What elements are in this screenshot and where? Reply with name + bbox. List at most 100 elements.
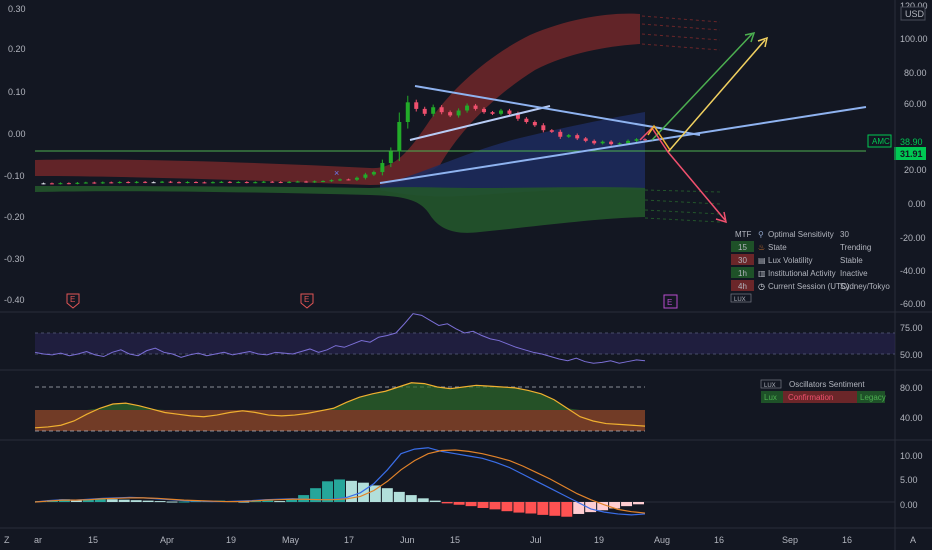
svg-text:0.10: 0.10 [8, 87, 26, 97]
candle-body [236, 182, 241, 184]
projection-arrow-red [639, 126, 726, 221]
candle-body [473, 105, 478, 109]
svg-text:16: 16 [842, 535, 852, 545]
histogram-bar [501, 502, 513, 512]
svg-text:E: E [70, 295, 75, 304]
green-support-band [35, 186, 645, 233]
blue-cloud [380, 112, 645, 197]
svg-text:15: 15 [88, 535, 98, 545]
earnings-marker-2[interactable]: E [300, 293, 314, 309]
macd-histogram [35, 479, 644, 517]
histogram-bar [250, 501, 262, 503]
svg-text:120.00: 120.00 [900, 1, 928, 11]
candle-body [490, 112, 495, 114]
histogram-bar [334, 479, 345, 502]
table-header: MTF [735, 230, 752, 239]
svg-text:100.00: 100.00 [900, 34, 928, 44]
rsi-band [35, 333, 895, 354]
candle-body [227, 181, 232, 183]
histogram-bar [537, 502, 549, 515]
candle-body [439, 107, 444, 113]
svg-text:31.91: 31.91 [900, 149, 923, 159]
candle-body [626, 140, 631, 144]
svg-text:0.00: 0.00 [908, 199, 926, 209]
candle-body [558, 131, 563, 137]
candle-body [75, 182, 80, 184]
histogram-bar [597, 502, 609, 511]
histogram-bar [94, 498, 106, 502]
candle-body [41, 183, 46, 185]
histogram-bar [262, 500, 274, 502]
svg-text:-0.20: -0.20 [4, 212, 25, 222]
svg-text:Lux: Lux [764, 393, 777, 402]
candle-body [380, 163, 385, 173]
rsi-pane[interactable]: 75.00 50.00 [34, 313, 923, 364]
candle-body [583, 138, 588, 141]
clock-icon: ◷ [758, 282, 765, 291]
svg-text:Jul: Jul [530, 535, 542, 545]
candle-body [422, 108, 427, 114]
activity-icon: ▥ [758, 269, 766, 278]
candle-body [575, 135, 580, 139]
histogram-bar [154, 501, 166, 503]
histogram-bar [286, 499, 298, 502]
candle-body [329, 180, 334, 182]
histogram-bar [381, 488, 393, 502]
svg-text:Oscillators Sentiment: Oscillators Sentiment [789, 380, 865, 389]
histogram-bar [429, 500, 441, 502]
histogram-bar [322, 481, 334, 502]
candle-body [609, 141, 614, 145]
corner-label-right: A [910, 535, 916, 545]
earnings-marker-1[interactable]: E [66, 293, 80, 309]
candle-body [92, 182, 97, 184]
candle-body [456, 110, 461, 116]
histogram-bar [489, 502, 501, 510]
svg-text:38.90: 38.90 [900, 137, 923, 147]
earnings-marker-3[interactable]: E [663, 294, 678, 309]
currency-button[interactable] [900, 6, 926, 21]
left-price-axis: 0.30 0.20 0.10 0.00 -0.10 -0.20 -0.30 -0… [4, 4, 26, 305]
histogram-bar [453, 502, 465, 505]
trendline-descending [414, 85, 701, 136]
sentiment-upper-fill [35, 382, 645, 410]
candle-body [66, 183, 71, 185]
right-price-axis[interactable]: 120.00 USD 100.00 80.00 60.00 20.00 0.00… [900, 1, 928, 309]
price-pane[interactable]: × E E E MTF 15 30 1h 4h ⚲ Optimal Sensit… [4, 1, 928, 309]
svg-text:5.00: 5.00 [900, 475, 918, 485]
svg-text:0.20: 0.20 [8, 44, 26, 54]
svg-text:Trending: Trending [840, 243, 871, 252]
histogram-bar [393, 491, 405, 502]
histogram-bar [417, 498, 429, 502]
candle-body [100, 182, 105, 184]
svg-text:17: 17 [344, 535, 354, 545]
macd-pane[interactable]: 10.00 5.00 0.00 [34, 447, 923, 517]
histogram-bar [70, 499, 82, 502]
svg-text:80.00: 80.00 [904, 68, 927, 78]
svg-text:Current Session (UTC): Current Session (UTC) [768, 282, 850, 291]
histogram-bar [573, 502, 585, 514]
candle-body [634, 139, 639, 141]
candle-body [58, 183, 63, 185]
candle-body [515, 113, 520, 119]
svg-text:0.00: 0.00 [900, 500, 918, 510]
histogram-bar [130, 500, 142, 502]
histogram-bar [441, 502, 453, 504]
svg-text:LUX: LUX [734, 297, 746, 303]
candle-body [304, 181, 309, 183]
histogram-bar [525, 502, 537, 514]
candle-body [431, 107, 436, 114]
svg-text:Aug: Aug [654, 535, 670, 545]
svg-text:USD: USD [905, 9, 925, 19]
projection-zigzag [647, 124, 671, 151]
candle-body [321, 181, 326, 183]
svg-text:May: May [282, 535, 300, 545]
histogram-bar [357, 482, 369, 502]
time-axis[interactable]: Z ar 15 Apr 19 May 17 Jun 15 Jul 19 Aug … [4, 535, 916, 545]
sentiment-pane[interactable]: 80.00 40.00 LUX Oscillators Sentiment Lu… [34, 379, 923, 432]
svg-text:40.00: 40.00 [900, 413, 923, 423]
svg-text:50.00: 50.00 [900, 350, 923, 360]
svg-text:Legacy: Legacy [860, 393, 886, 402]
svg-text:30: 30 [840, 230, 849, 239]
svg-text:-0.40: -0.40 [4, 295, 25, 305]
